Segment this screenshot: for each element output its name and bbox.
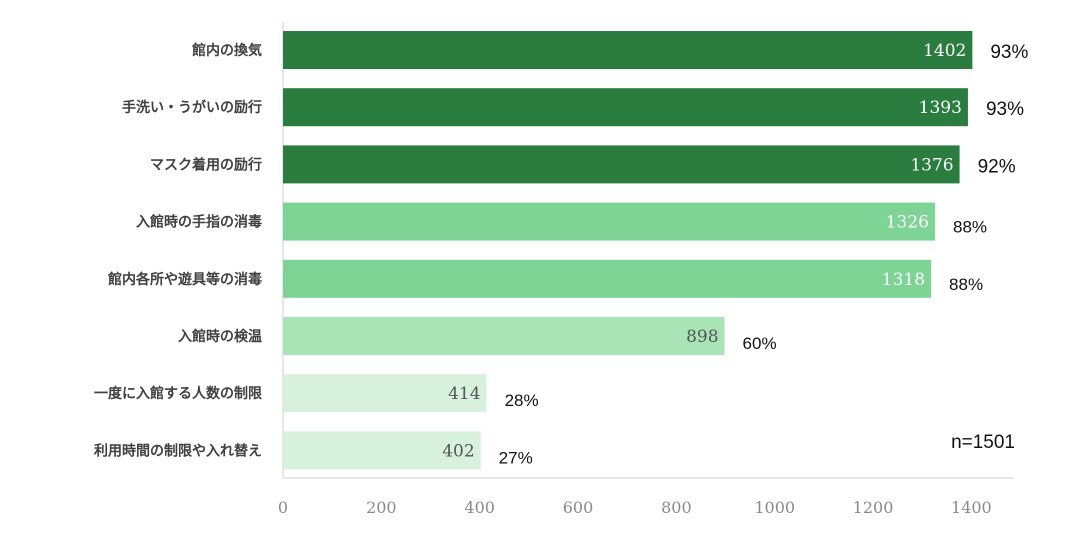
percent-label: 27% bbox=[499, 448, 533, 467]
bar bbox=[283, 88, 968, 127]
bar bbox=[283, 145, 960, 184]
category-label: 一度に入館する人数の制限 bbox=[94, 385, 262, 402]
bar-value-label: 1326 bbox=[886, 213, 929, 233]
x-tick-labels: 0 200 400 600 800 1000 1200 1400 bbox=[278, 498, 992, 517]
bar bbox=[283, 202, 935, 241]
percent-label: 93% bbox=[986, 99, 1024, 120]
x-tick-label: 1200 bbox=[853, 498, 894, 517]
bar bbox=[283, 31, 973, 69]
category-label: 館内各所や遊具等の消毒 bbox=[107, 271, 262, 288]
x-tick-label: 400 bbox=[464, 498, 495, 517]
percent-label: 60% bbox=[743, 334, 777, 353]
percent-label: 88% bbox=[953, 218, 987, 237]
x-tick-label: 1400 bbox=[951, 498, 992, 517]
bar-value-label: 1376 bbox=[910, 155, 953, 175]
sample-size-annotation: n=1501 bbox=[951, 432, 1015, 453]
percent-label: 88% bbox=[949, 275, 983, 294]
percent-label: 28% bbox=[505, 391, 539, 410]
category-label: 手洗い・うがいの励行 bbox=[122, 99, 262, 116]
bar-value-label: 414 bbox=[448, 384, 480, 404]
x-tick-label: 800 bbox=[661, 498, 692, 517]
bar-value-label: 402 bbox=[442, 441, 474, 461]
bar bbox=[283, 259, 932, 298]
x-tick-label: 1000 bbox=[754, 498, 795, 517]
x-tick-label: 200 bbox=[366, 498, 397, 517]
bar bbox=[283, 374, 487, 413]
category-label: 利用時間の制限や入れ替え bbox=[94, 442, 262, 459]
percent-label: 93% bbox=[990, 42, 1028, 63]
bar bbox=[283, 317, 725, 355]
bar-value-label: 1402 bbox=[923, 41, 966, 61]
bar bbox=[283, 431, 481, 470]
category-label: 入館時の手指の消毒 bbox=[136, 214, 262, 231]
category-label: 入館時の検温 bbox=[178, 328, 262, 345]
category-label: マスク着用の励行 bbox=[150, 156, 262, 173]
bar-value-label: 1393 bbox=[919, 98, 962, 118]
category-label: 館内の換気 bbox=[191, 42, 262, 59]
bars-group: 館内の換気 1402 93% 手洗い・うがいの励行 1393 93% マスク着用の励行 137… bbox=[94, 31, 1028, 470]
bar-value-label: 898 bbox=[686, 327, 718, 347]
x-tick-label: 0 bbox=[278, 498, 288, 517]
x-tick-label: 600 bbox=[563, 498, 594, 517]
percent-label: 92% bbox=[978, 156, 1016, 177]
bar-value-label: 1318 bbox=[882, 270, 925, 290]
